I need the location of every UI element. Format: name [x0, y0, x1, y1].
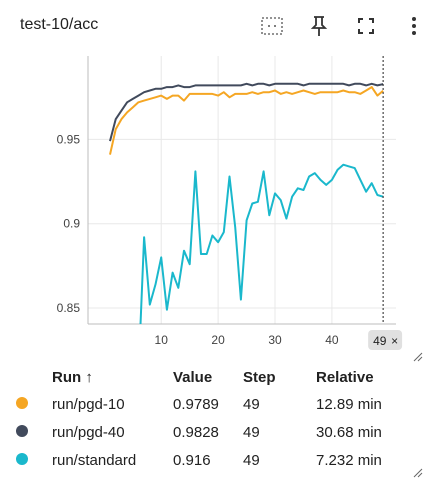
run-relative: 30.68 min	[316, 423, 382, 441]
step-cursor-badge	[368, 330, 403, 350]
x-axis-labels: 10 20 30 40	[155, 333, 339, 347]
run-color-swatch[interactable]	[16, 452, 28, 465]
table-row: run/pgd-10 0.9789 49 12.89 min	[16, 390, 411, 418]
run-name: run/standard	[52, 451, 137, 469]
column-header-step[interactable]: Step	[243, 368, 276, 386]
cursor-layer: 49 ×	[368, 56, 403, 350]
run-color-swatch[interactable]	[16, 396, 28, 409]
series-line-run-pgd-10	[109, 86, 384, 155]
chart-grid	[87, 56, 396, 325]
run-name: run/pgd-10	[52, 395, 125, 413]
column-header-value[interactable]: Value	[173, 368, 213, 386]
table-header-row: Run ↑ Value Step Relative	[16, 364, 411, 390]
card-resize-icon[interactable]	[413, 468, 423, 478]
y-tick-label: 0.85	[57, 301, 81, 315]
x-tick-label: 40	[325, 333, 339, 347]
y-axis-labels: 0.85 0.9 0.95	[57, 132, 81, 315]
fullscreen-icon	[358, 18, 374, 34]
fit-domain-button[interactable]	[258, 12, 286, 40]
chart-resize-icon[interactable]	[413, 352, 423, 362]
x-tick-label: 30	[268, 333, 282, 347]
fullscreen-button[interactable]	[352, 12, 380, 40]
run-color-swatch[interactable]	[16, 424, 28, 437]
run-value: 0.9789	[173, 395, 219, 413]
series-line-run-standard	[139, 163, 384, 324]
pin-icon	[310, 16, 328, 36]
more-vert-icon	[412, 17, 416, 35]
runs-table: Run ↑ Value Step Relative run/pgd-10 0.9…	[16, 364, 411, 474]
table-row: run/pgd-40 0.9828 49 30.68 min	[16, 418, 411, 446]
x-tick-label: 10	[155, 333, 169, 347]
table-row: run/standard 0.916 49 7.232 min	[16, 446, 411, 474]
x-tick-label: 20	[211, 333, 225, 347]
plot-area	[109, 82, 384, 324]
line-chart[interactable]: 0.85 0.9 0.95 10 20 30 40 49 ×	[0, 50, 426, 360]
step-cursor-label: 49	[373, 334, 387, 348]
column-header-relative[interactable]: Relative	[316, 368, 374, 386]
run-step: 49	[243, 395, 260, 413]
run-step: 49	[243, 423, 260, 441]
more-options-button[interactable]	[400, 12, 426, 40]
run-relative: 12.89 min	[316, 395, 382, 413]
y-tick-label: 0.95	[57, 132, 81, 146]
series-line-run-pgd-40	[109, 82, 384, 142]
run-name: run/pgd-40	[52, 423, 125, 441]
y-tick-label: 0.9	[63, 217, 80, 231]
column-header-run[interactable]: Run ↑	[52, 368, 93, 386]
run-value: 0.916	[173, 451, 211, 469]
step-cursor-close-icon[interactable]: ×	[391, 334, 398, 348]
run-step: 49	[243, 451, 260, 469]
card-title: test-10/acc	[20, 16, 99, 33]
run-relative: 7.232 min	[316, 451, 382, 469]
fit-domain-icon	[261, 17, 283, 35]
run-value: 0.9828	[173, 423, 219, 441]
pin-button[interactable]	[305, 12, 333, 40]
